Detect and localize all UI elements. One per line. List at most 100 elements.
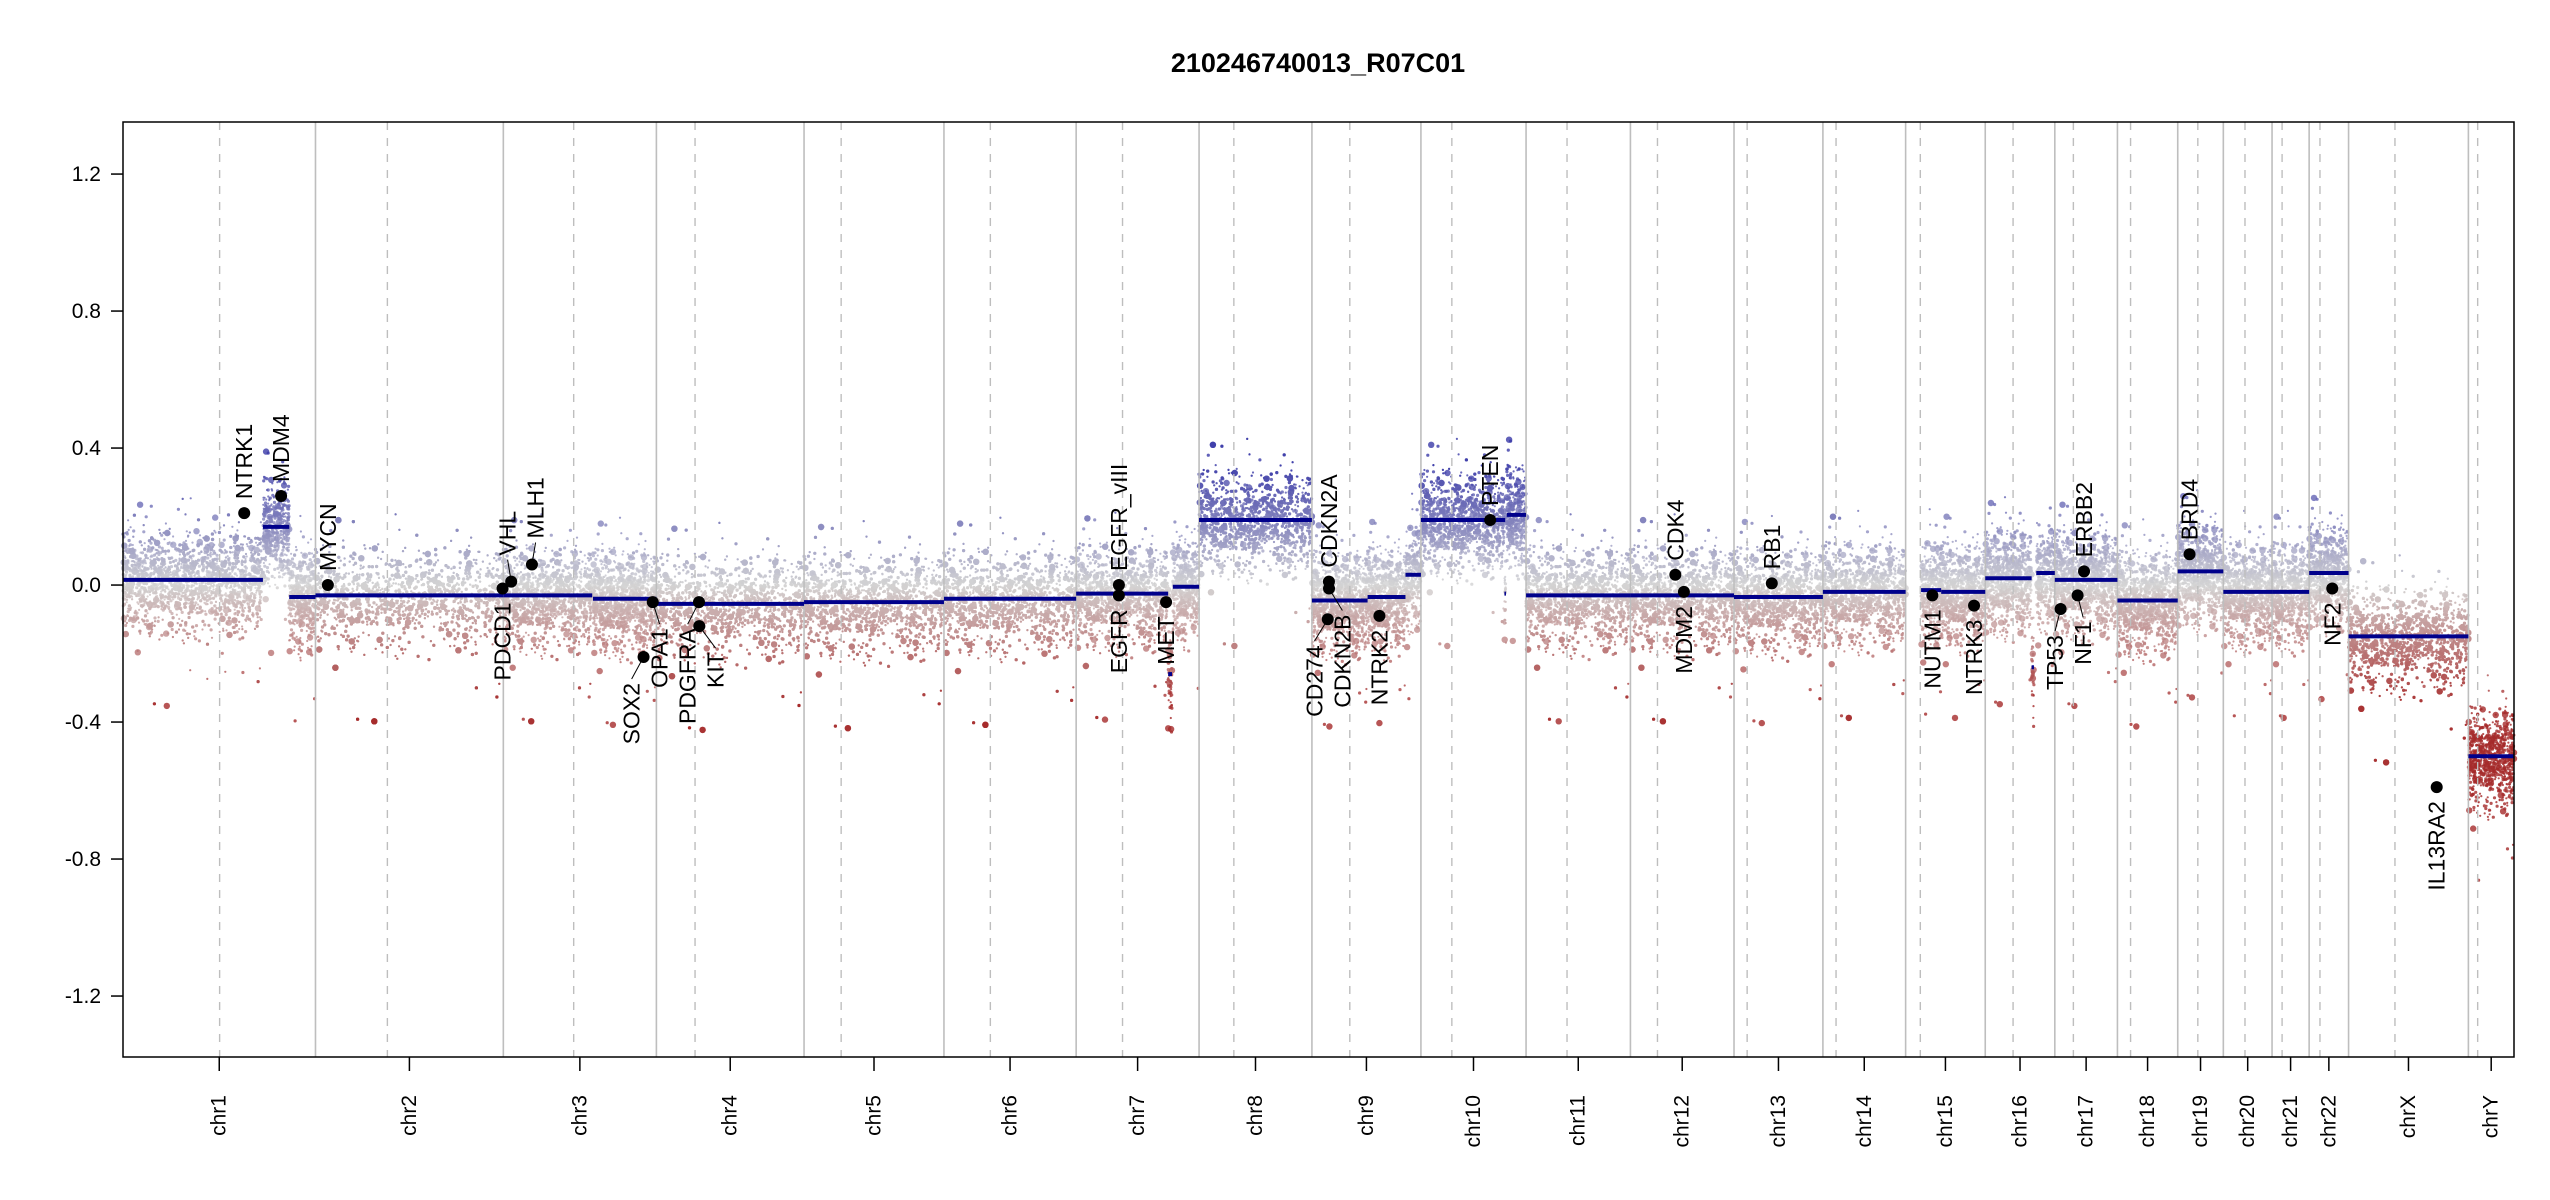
- data-point: [178, 553, 181, 556]
- data-point: [206, 553, 209, 557]
- data-point: [292, 584, 296, 587]
- data-point: [182, 584, 185, 587]
- data-point: [158, 638, 161, 641]
- data-point: [198, 534, 202, 537]
- data-point: [279, 559, 283, 563]
- data-point: [177, 628, 181, 631]
- data-point: [138, 563, 141, 566]
- data-point: [192, 548, 196, 552]
- data-point: [310, 552, 314, 555]
- data-point: [210, 590, 213, 593]
- data-point: [293, 623, 296, 626]
- data-point: [308, 568, 311, 571]
- data-point: [170, 583, 174, 587]
- data-point: [297, 581, 301, 585]
- data-point: [210, 636, 214, 639]
- data-point: [236, 559, 240, 564]
- data-point: [188, 632, 191, 636]
- data-point: [241, 609, 245, 613]
- data-point: [188, 603, 196, 611]
- data-point: [141, 565, 144, 568]
- data-point: [293, 719, 297, 723]
- data-point: [273, 567, 277, 572]
- data-point: [199, 542, 203, 546]
- data-point: [309, 538, 313, 541]
- data-point: [181, 497, 184, 500]
- data-point: [253, 545, 256, 548]
- data-point: [204, 610, 207, 613]
- data-point: [211, 537, 215, 542]
- data-point: [220, 550, 224, 554]
- data-point: [232, 545, 235, 548]
- data-point: [131, 595, 134, 598]
- data-point: [194, 624, 199, 628]
- data-point: [233, 612, 237, 616]
- data-point: [227, 616, 231, 620]
- data-point: [254, 605, 262, 612]
- data-point: [233, 608, 236, 611]
- data-point: [123, 574, 127, 578]
- data-point: [248, 544, 255, 552]
- data-point: [249, 585, 253, 589]
- data-point: [250, 588, 253, 591]
- data-point: [223, 573, 227, 577]
- data-point: [166, 549, 171, 553]
- data-point: [309, 617, 313, 622]
- data-point: [159, 599, 162, 602]
- data-point: [199, 599, 203, 603]
- data-point: [280, 536, 283, 540]
- data-point: [164, 595, 168, 599]
- data-point: [262, 596, 269, 603]
- data-point: [158, 586, 162, 590]
- data-point: [136, 576, 140, 579]
- data-point: [225, 629, 228, 632]
- data-point: [222, 629, 225, 632]
- data-point: [242, 555, 246, 559]
- data-point: [213, 543, 216, 547]
- data-point: [174, 593, 177, 597]
- data-point: [207, 562, 211, 566]
- data-point: [241, 563, 244, 567]
- data-point: [297, 647, 301, 651]
- data-point: [221, 568, 225, 572]
- data-point: [248, 572, 251, 575]
- data-point: [281, 576, 284, 579]
- data-point: [129, 526, 132, 529]
- data-point: [166, 600, 170, 605]
- data-point: [206, 677, 209, 681]
- data-point: [161, 588, 165, 592]
- data-point: [146, 612, 149, 615]
- data-point: [172, 584, 180, 592]
- data-point: [278, 571, 281, 574]
- data-point: [182, 642, 185, 645]
- data-point: [185, 530, 188, 533]
- data-point: [233, 598, 236, 601]
- data-point: [145, 619, 149, 623]
- data-point: [311, 626, 315, 630]
- data-point: [223, 607, 230, 614]
- data-point: [135, 594, 138, 598]
- data-point: [136, 569, 139, 572]
- data-point: [209, 628, 213, 632]
- data-point: [186, 558, 191, 562]
- data-point: [156, 605, 160, 609]
- data-point: [163, 584, 166, 587]
- data-point: [255, 541, 258, 544]
- data-point: [194, 601, 198, 605]
- data-point: [264, 576, 268, 580]
- data-point: [209, 551, 212, 554]
- data-point: [237, 610, 241, 614]
- data-point: [251, 613, 254, 616]
- data-point: [309, 570, 313, 574]
- data-point: [255, 591, 258, 594]
- data-point: [308, 620, 312, 625]
- data-point: [286, 507, 290, 511]
- data-point: [189, 574, 193, 578]
- data-point: [143, 567, 146, 570]
- data-point: [289, 633, 293, 637]
- data-point: [215, 587, 218, 591]
- data-point: [160, 557, 164, 561]
- data-point: [243, 606, 247, 610]
- data-point: [184, 629, 187, 633]
- data-point: [124, 556, 127, 560]
